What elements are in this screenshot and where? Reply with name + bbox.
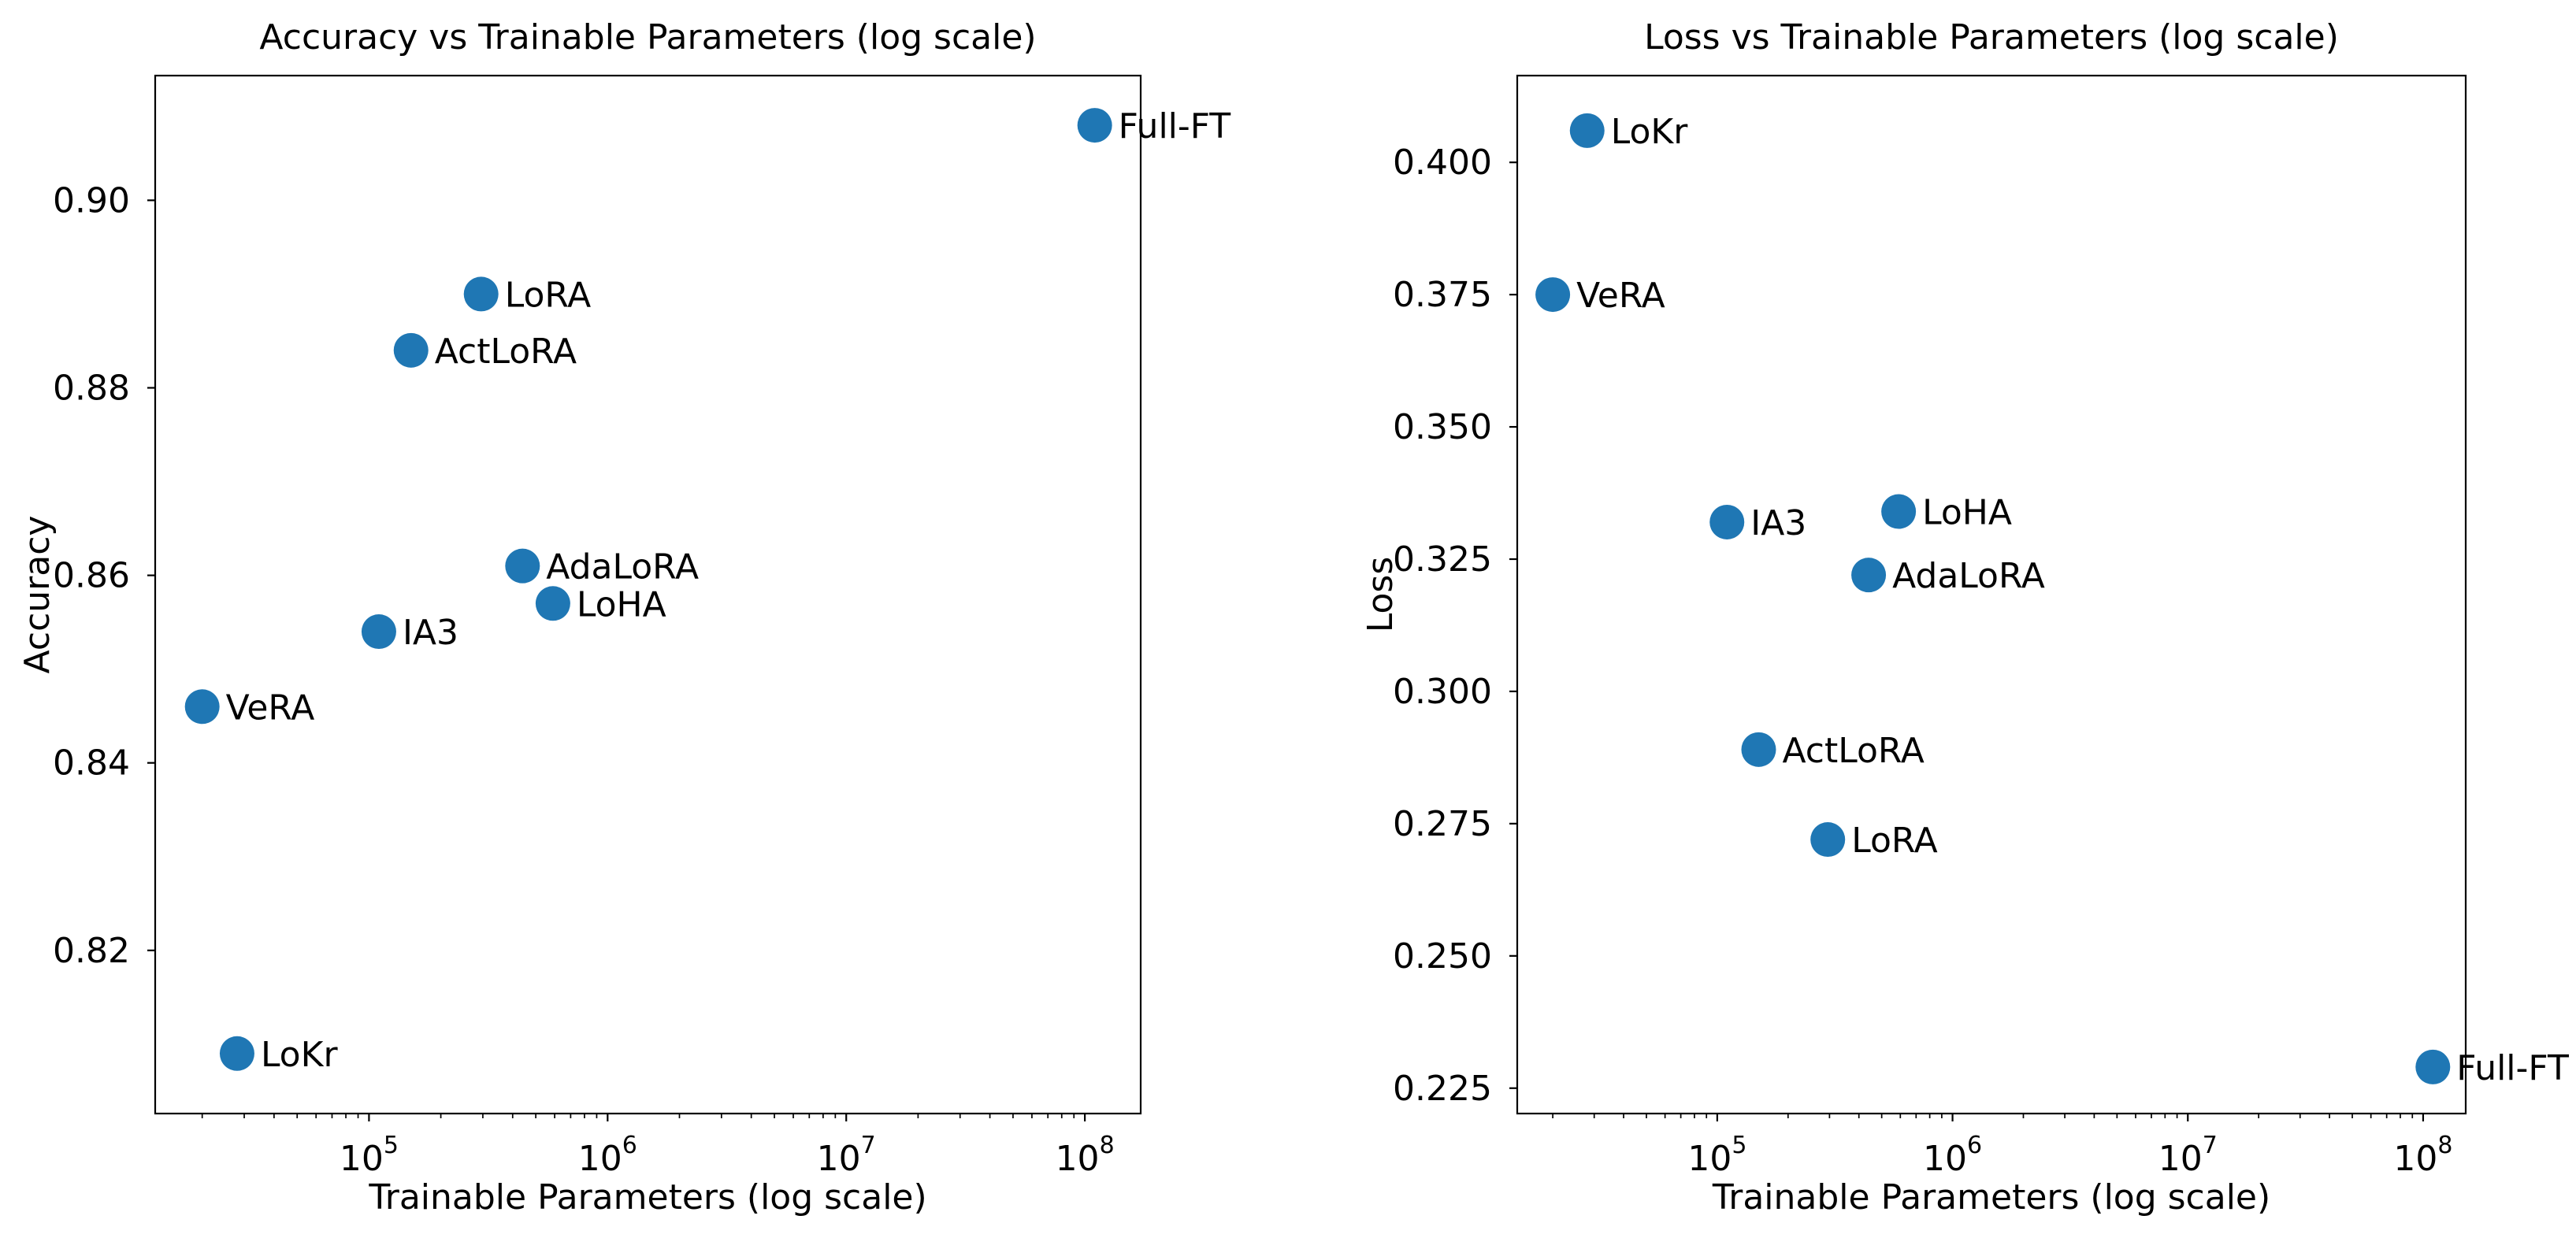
loss-vs-params-point-label: Full-FT xyxy=(2456,1048,2569,1088)
accuracy-vs-params-point-adalora xyxy=(505,548,540,584)
loss-chart-xlabel: Trainable Parameters (log scale) xyxy=(1712,1177,2271,1217)
loss-vs-params-point-label: AdaLoRA xyxy=(1892,556,2045,596)
loss-vs-params-point-lokr xyxy=(1569,113,1605,148)
accuracy-vs-params-y-tick-label: 0.86 xyxy=(53,556,130,596)
accuracy-vs-params-y-tick-label: 0.90 xyxy=(53,180,130,221)
loss-vs-params-point-adalora xyxy=(1851,558,1887,593)
loss-vs-params-axes-box xyxy=(1516,74,2467,1115)
accuracy-chart-ylabel: Accuracy xyxy=(17,515,58,674)
accuracy-vs-params-point-ia3 xyxy=(361,614,396,650)
accuracy-vs-params-point-label: VeRA xyxy=(226,688,315,728)
accuracy-vs-params-point-actlora xyxy=(393,332,429,368)
loss-vs-params-point-label: LoRA xyxy=(1851,821,1938,861)
loss-vs-params-x-tick-label: 108 xyxy=(2393,1132,2452,1179)
accuracy-vs-params-point-loha xyxy=(535,586,570,621)
loss-vs-params-x-tick-label: 106 xyxy=(1923,1132,1982,1179)
loss-vs-params-point-lora xyxy=(1810,822,1846,858)
accuracy-vs-params-x-tick-label: 107 xyxy=(817,1132,876,1179)
accuracy-vs-params-point-lora xyxy=(463,276,499,312)
loss-vs-params-point-label: VeRA xyxy=(1576,276,1665,316)
loss-vs-params-point-actlora xyxy=(1741,732,1776,767)
accuracy-vs-params-point-lokr xyxy=(219,1036,254,1071)
loss-vs-params-y-tick-label: 0.375 xyxy=(1393,275,1492,315)
loss-vs-params-point-label: ActLoRA xyxy=(1782,731,1924,771)
accuracy-vs-params-y-tick-label: 0.84 xyxy=(53,743,130,784)
loss-vs-params-x-tick-label: 105 xyxy=(1687,1132,1746,1179)
loss-vs-params-y-tick-label: 0.225 xyxy=(1393,1069,1492,1109)
accuracy-vs-params-point-vera xyxy=(184,689,220,725)
loss-vs-params-y-tick-label: 0.275 xyxy=(1393,804,1492,844)
loss-chart-ylabel: Loss xyxy=(1360,556,1401,633)
loss-vs-params-point-label: IA3 xyxy=(1750,503,1806,543)
accuracy-vs-params-point-label: LoRA xyxy=(505,275,592,315)
accuracy-vs-params-point-label: AdaLoRA xyxy=(546,547,699,587)
loss-vs-params-y-tick-label: 0.350 xyxy=(1393,407,1492,447)
accuracy-vs-params-point-label: LoHA xyxy=(577,584,666,624)
accuracy-vs-params-point-full-ft xyxy=(1077,108,1112,143)
accuracy-chart-xlabel: Trainable Parameters (log scale) xyxy=(369,1177,927,1217)
loss-vs-params-y-tick-label: 0.325 xyxy=(1393,539,1492,580)
loss-vs-params-point-vera xyxy=(1535,277,1571,313)
accuracy-vs-params-x-tick-label: 105 xyxy=(340,1132,399,1179)
accuracy-chart-title: Accuracy vs Trainable Parameters (log sc… xyxy=(259,17,1037,57)
accuracy-vs-params-point-label: LoKr xyxy=(261,1035,339,1075)
loss-vs-params-point-full-ft xyxy=(2415,1049,2451,1084)
loss-vs-params-point-label: LoHA xyxy=(1922,493,2012,533)
loss-vs-params-y-tick-label: 0.400 xyxy=(1393,143,1492,183)
accuracy-vs-params-axes-box xyxy=(154,74,1142,1115)
loss-vs-params-point-loha xyxy=(1881,494,1917,529)
accuracy-vs-params-x-tick-label: 108 xyxy=(1056,1132,1115,1179)
accuracy-vs-params-y-tick-label: 0.82 xyxy=(53,931,130,971)
loss-chart-title: Loss vs Trainable Parameters (log scale) xyxy=(1644,17,2339,57)
accuracy-vs-params-point-label: IA3 xyxy=(403,613,458,653)
loss-vs-params-point-ia3 xyxy=(1709,504,1745,539)
accuracy-vs-params-y-tick-label: 0.88 xyxy=(53,368,130,408)
loss-vs-params-y-tick-label: 0.300 xyxy=(1393,672,1492,712)
loss-vs-params-x-tick-label: 107 xyxy=(2158,1132,2218,1179)
accuracy-vs-params-point-label: Full-FT xyxy=(1119,106,1231,146)
accuracy-vs-params-x-tick-label: 106 xyxy=(578,1132,637,1179)
loss-vs-params-point-label: LoKr xyxy=(1611,112,1689,152)
accuracy-vs-params-point-label: ActLoRA xyxy=(435,332,577,372)
loss-vs-params-y-tick-label: 0.250 xyxy=(1393,936,1492,977)
